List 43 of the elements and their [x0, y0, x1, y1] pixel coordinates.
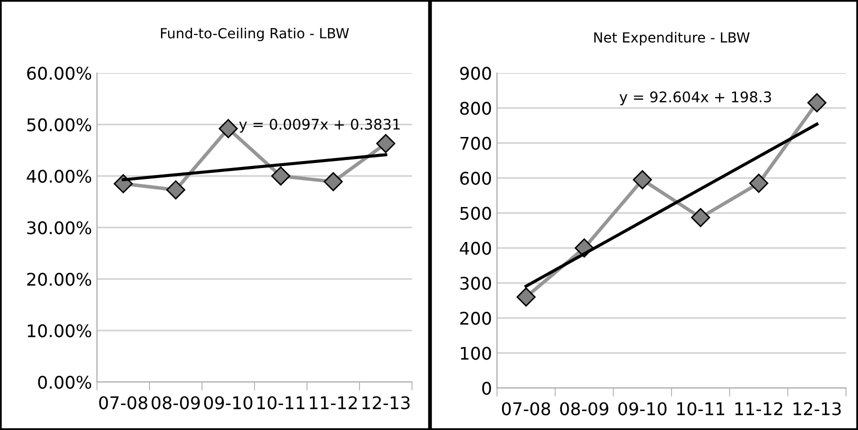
point: [516, 287, 536, 307]
x-tick-label: 12-13: [362, 396, 410, 410]
annotation: y = 0.0097x + 0.3831: [239, 118, 400, 133]
x-tick-label: 08-09: [560, 402, 608, 416]
point: [324, 172, 343, 192]
y-tick-label: 200: [460, 312, 491, 325]
x-tick-label: 07-08: [502, 402, 550, 416]
chart-title: Fund-to-Ceiling Ratio - LBW: [161, 28, 349, 42]
y-tick-label: 20.00%: [27, 272, 92, 286]
point: [691, 208, 710, 228]
point: [376, 134, 396, 154]
y-tick-label: 40.00%: [26, 170, 92, 183]
y-tick-label: 0: [482, 382, 491, 395]
x-tick-label: 11-12: [310, 396, 357, 410]
y-tick-label: 300: [460, 276, 491, 290]
y-tick-label: 600: [460, 172, 491, 185]
y-tick-label: 900: [460, 66, 491, 80]
chart-title: Net Expenditure - LBW: [594, 32, 750, 46]
x-tick-label: 09-10: [204, 396, 252, 410]
y-tick-label: 60.00%: [27, 66, 92, 80]
y-tick-label: 0.00%: [38, 376, 92, 389]
x-tick-label: 10-11: [677, 402, 724, 416]
point: [218, 119, 238, 138]
y-tick-label: 700: [460, 136, 491, 150]
x-tick-label: 07-08: [99, 396, 148, 410]
y-tick-label: 50.00%: [27, 118, 92, 132]
point: [749, 174, 768, 193]
annotation: y = 92.604x + 198.3: [620, 91, 771, 106]
y-tick-label: 10.00%: [28, 324, 92, 338]
y-tick-label: 30.00%: [27, 221, 92, 234]
x-tick-label: 08-09: [152, 396, 200, 410]
point: [166, 180, 186, 200]
y-tick-label: 100: [460, 346, 491, 360]
point: [271, 166, 290, 186]
point: [807, 93, 826, 112]
y-tick-label: 500: [460, 206, 491, 220]
x-tick-label: 11-12: [735, 402, 782, 416]
x-tick-label: 09-10: [618, 402, 666, 416]
y-tick-label: 800: [460, 102, 491, 115]
y-tick-label: 400: [460, 242, 491, 255]
point: [632, 170, 652, 190]
x-tick-label: 10-11: [257, 396, 304, 410]
x-tick-label: 12-13: [794, 402, 841, 416]
